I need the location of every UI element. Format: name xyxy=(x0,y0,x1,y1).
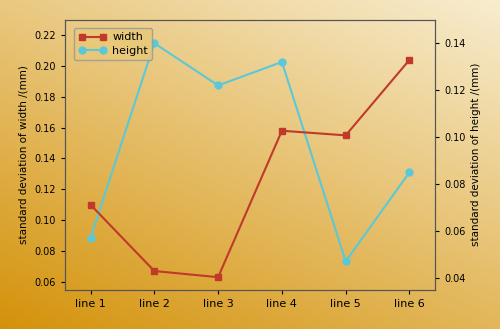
width xyxy=(152,269,158,273)
width xyxy=(215,275,221,279)
Y-axis label: standard deviation of width /(mm): standard deviation of width /(mm) xyxy=(19,65,29,244)
height xyxy=(88,236,94,240)
Line: height: height xyxy=(87,40,413,265)
Legend: width, height: width, height xyxy=(74,28,152,60)
width xyxy=(406,58,412,62)
Y-axis label: standard deviation of height /(mm): standard deviation of height /(mm) xyxy=(471,63,481,246)
height xyxy=(342,259,348,263)
width xyxy=(88,203,94,207)
Line: width: width xyxy=(87,56,413,281)
height xyxy=(406,170,412,174)
height xyxy=(152,41,158,45)
width xyxy=(279,129,285,133)
width xyxy=(342,133,348,137)
height xyxy=(279,60,285,64)
height xyxy=(215,84,221,88)
